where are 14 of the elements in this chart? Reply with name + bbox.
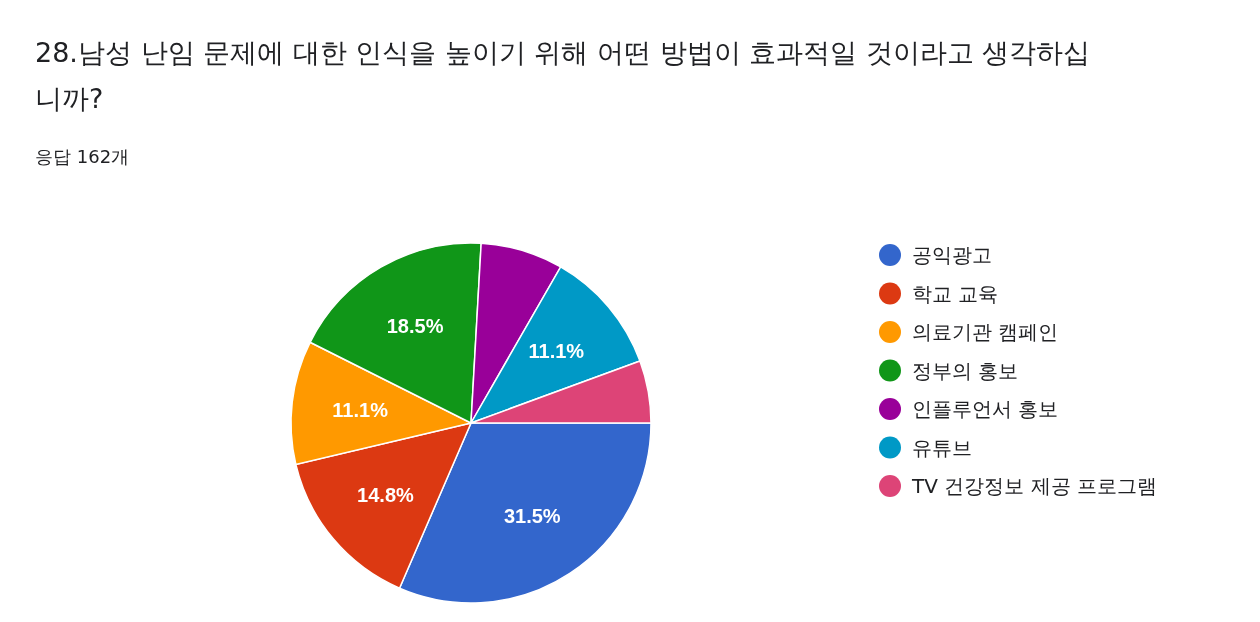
text: 응답 162개 — [35, 145, 130, 169]
legend-label: 정부의 홍보 — [912, 358, 1019, 383]
legend-label: 유튜브 — [912, 435, 972, 460]
legend-label: 인플루언서 홍보 — [912, 397, 1059, 421]
data-label: 31.5% — [503, 505, 561, 528]
chart-title: 28.남성 난임 문제에 대한 인식을 높이기 위해 어떤 방법이 효과적일 것이라고 생각하십니까? — [35, 36, 1092, 116]
legend-label: TV 건강정보 제공 프로그램 — [911, 474, 1157, 498]
legend-label: 공익광고 — [912, 243, 992, 267]
data-label: 11.1% — [332, 399, 389, 422]
data-label: 18.5% — [386, 315, 444, 338]
data-label: 11.1% — [528, 340, 585, 363]
legend-label: 의료기관 캠페인 — [912, 320, 1059, 344]
legend-label: 학교 교육 — [912, 281, 999, 306]
data-label: 14.8% — [357, 483, 415, 506]
